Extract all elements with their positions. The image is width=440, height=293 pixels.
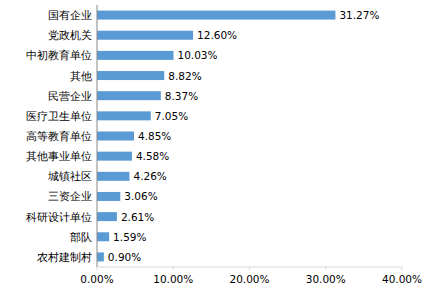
category-label: 高等教育单位 (26, 130, 92, 143)
category-label: 其他事业单位 (26, 150, 92, 163)
data-label: 8.37% (165, 90, 198, 102)
data-label: 0.90% (108, 251, 141, 263)
tick-mark (325, 267, 326, 270)
bar (97, 192, 120, 201)
data-label: 4.85% (138, 130, 171, 142)
tick-mark (97, 267, 98, 270)
bar (97, 51, 173, 60)
data-label: 1.59% (113, 231, 146, 243)
category-label: 民营企业 (48, 90, 92, 103)
data-label: 7.05% (155, 110, 188, 122)
data-label: 3.06% (124, 190, 157, 202)
bar (97, 91, 161, 100)
tick-mark (249, 267, 250, 270)
category-label: 医疗卫生单位 (26, 110, 92, 123)
bar (97, 111, 151, 120)
category-label: 科研设计单位 (26, 211, 92, 224)
category-label: 国有企业 (48, 9, 92, 22)
category-label: 城镇社区 (47, 170, 92, 183)
category-label: 中初教育单位 (26, 49, 92, 62)
data-label: 4.58% (136, 150, 169, 162)
tick-label: 0.00% (80, 273, 113, 285)
tick-mark (173, 267, 174, 270)
tick-label: 30.00% (306, 273, 346, 285)
data-label: 12.60% (197, 29, 237, 41)
bar (97, 232, 109, 241)
chart: 国有企业 31.27% 党政机关 12.60% 中初教育单位 10.03% 其他 8.82% 民… (0, 0, 440, 293)
tick-mark (402, 267, 403, 270)
category-label: 党政机关 (48, 29, 92, 42)
bar (97, 11, 335, 20)
category-label: 三资企业 (48, 190, 92, 203)
data-label: 8.82% (168, 70, 201, 82)
bar (97, 172, 129, 181)
category-label: 部队 (70, 231, 92, 244)
bar (97, 252, 104, 261)
bar (97, 31, 193, 40)
bar (97, 132, 134, 141)
data-label: 10.03% (177, 49, 217, 61)
tick-label: 10.00% (153, 273, 193, 285)
bars (97, 11, 335, 262)
bar (97, 71, 164, 80)
data-label: 31.27% (339, 9, 379, 21)
tick-label: 40.00% (382, 273, 422, 285)
tick-label: 20.00% (229, 273, 269, 285)
bar (97, 152, 132, 161)
category-label: 农村建制村 (37, 251, 92, 264)
category-label: 其他 (70, 70, 92, 83)
data-label: 4.26% (133, 170, 166, 182)
bar (97, 212, 117, 221)
y-axis-line (97, 5, 98, 267)
data-label: 2.61% (121, 211, 154, 223)
